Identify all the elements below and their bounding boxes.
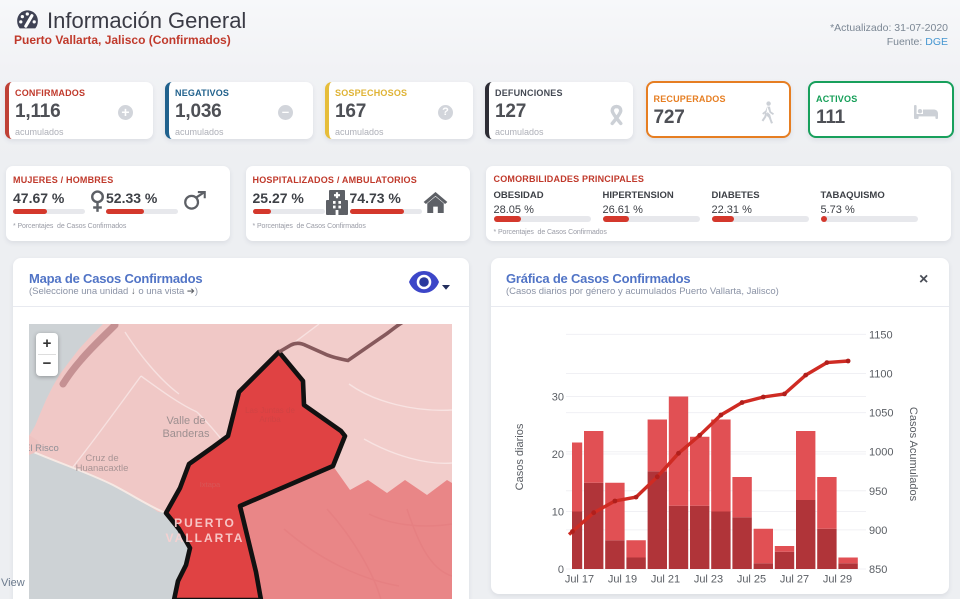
svg-text:Huanacaxtle: Huanacaxtle — [76, 463, 129, 474]
svg-text:1150: 1150 — [869, 329, 893, 341]
svg-text:850: 850 — [869, 564, 887, 576]
svg-text:1100: 1100 — [869, 369, 893, 381]
svg-text:Casos diarios: Casos diarios — [514, 423, 526, 490]
svg-text:950: 950 — [869, 486, 887, 498]
svg-text:Jul 21: Jul 21 — [651, 574, 680, 586]
svg-text:30: 30 — [552, 392, 564, 404]
svg-text:10: 10 — [552, 507, 564, 519]
svg-text:Jul 25: Jul 25 — [737, 574, 766, 586]
svg-text:Las Juntas de: Las Juntas de — [245, 406, 295, 415]
svg-text:Jul 29: Jul 29 — [823, 574, 852, 586]
svg-text:PUERTO: PUERTO — [174, 516, 236, 530]
svg-text:20: 20 — [552, 449, 564, 461]
svg-text:Banderas: Banderas — [162, 428, 210, 440]
svg-text:1000: 1000 — [869, 447, 893, 459]
svg-text:Casos Acumulados: Casos Acumulados — [907, 407, 919, 502]
svg-text:900: 900 — [869, 525, 887, 537]
svg-text:0: 0 — [558, 564, 564, 576]
svg-text:Ixtapa: Ixtapa — [200, 480, 221, 489]
svg-text:Valle de: Valle de — [167, 415, 206, 427]
svg-text:Jul 23: Jul 23 — [694, 574, 723, 586]
svg-text:Cruz de: Cruz de — [85, 453, 118, 464]
svg-text:Jul 17: Jul 17 — [565, 574, 594, 586]
svg-text:VALLARTA: VALLARTA — [166, 531, 245, 545]
svg-text:1050: 1050 — [869, 408, 893, 420]
svg-text:El Risco: El Risco — [29, 443, 59, 454]
svg-text:Arriba: Arriba — [259, 415, 281, 424]
svg-text:Jul 19: Jul 19 — [608, 574, 637, 586]
svg-text:Jul 27: Jul 27 — [780, 574, 809, 586]
